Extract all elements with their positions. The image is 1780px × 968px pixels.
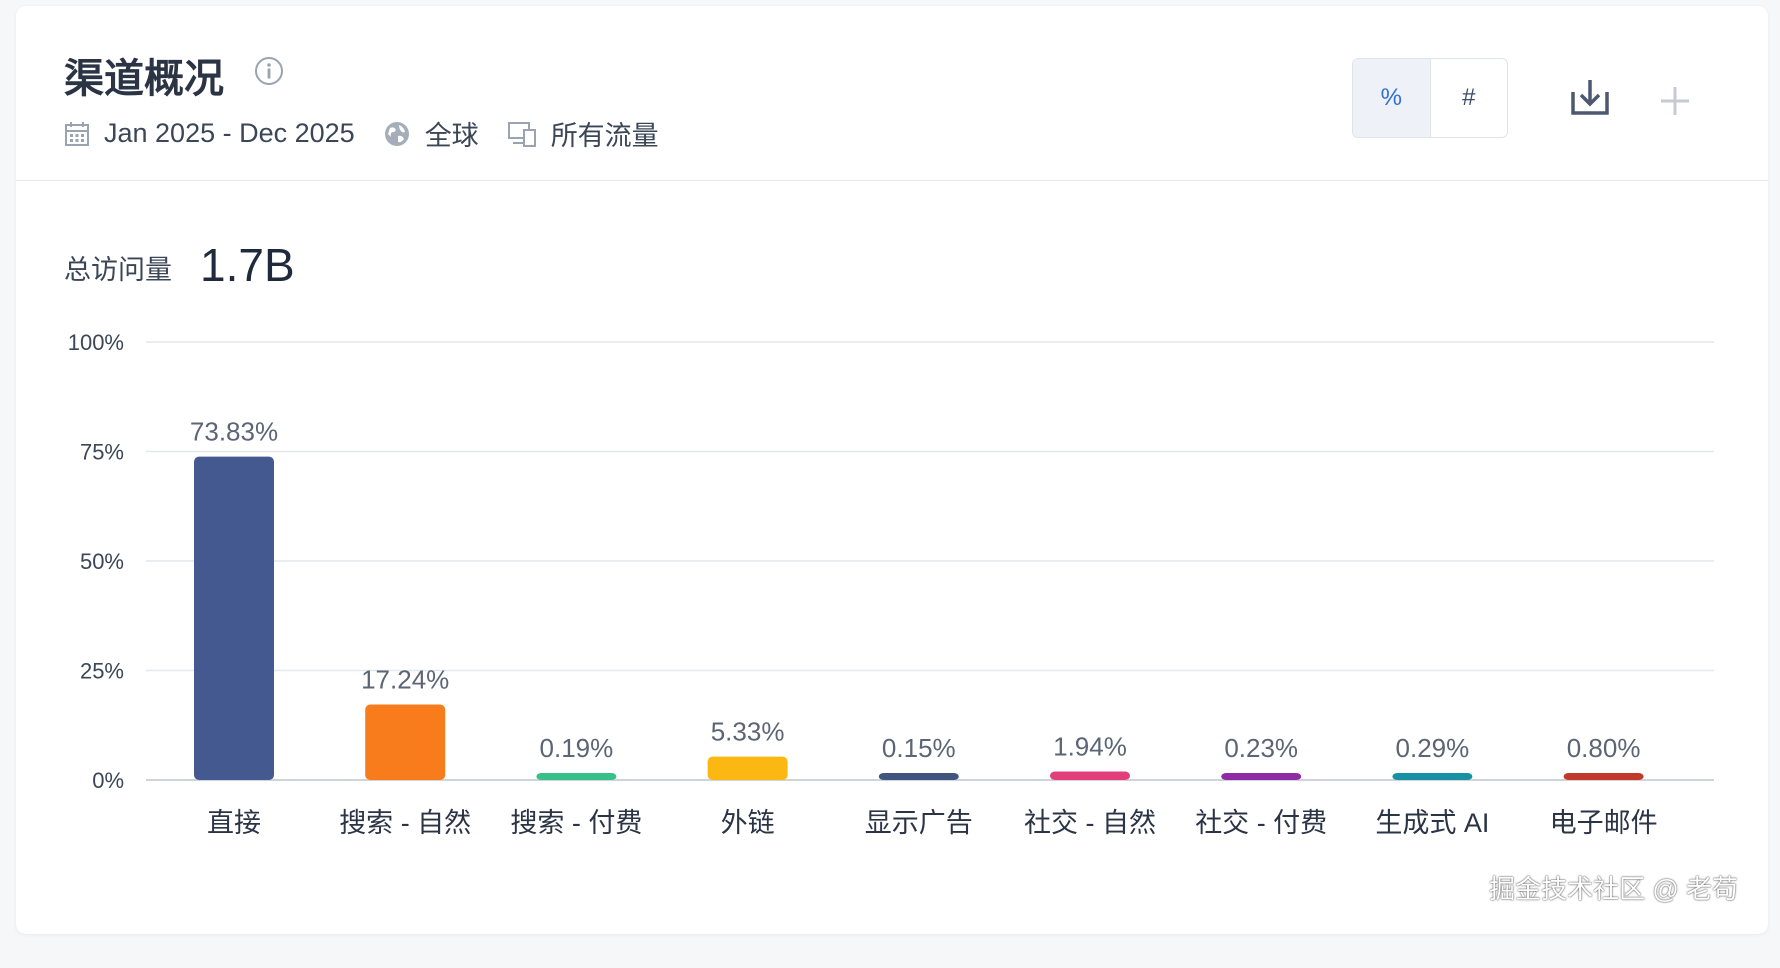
x-category-label: 显示广告 [865,808,973,838]
y-tick-label: 25% [80,659,124,684]
unit-toggle: % # [1352,58,1508,138]
x-category-label: 搜索 - 付费 [510,808,642,838]
percent-toggle-button[interactable]: % [1353,59,1431,137]
page-title: 渠道概况 [64,57,224,101]
channel-bar-chart: 0% 25% 50% 75% 100% 73.83% 直接 17.24% 搜索 - 自然 0.19… [68,330,1714,838]
x-category-label: 直接 [207,808,261,838]
x-category-label: 社交 - 付费 [1195,808,1327,838]
bar-value-label: 0.23% [1224,733,1298,763]
card-header: 渠道概况 Jan 2025 - Dec 2025 全球 [16,6,1768,181]
traffic-type[interactable]: 所有流量 [550,121,659,151]
filter-meta: Jan 2025 - Dec 2025 全球 所有流量 [64,114,673,153]
x-category-label: 生成式 AI [1375,808,1489,838]
download-icon[interactable] [1570,78,1610,116]
total-visits-label: 总访问量 [64,255,172,285]
date-range[interactable]: Jan 2025 - Dec 2025 [104,118,355,148]
count-toggle-button[interactable]: # [1462,84,1476,111]
bar-value-label: 0.15% [882,733,956,763]
bar-value-label: 5.33% [711,717,785,747]
channel-overview-card: 渠道概况 Jan 2025 - Dec 2025 全球 [16,6,1768,934]
y-tick-label: 0% [92,768,124,793]
y-tick-label: 50% [80,549,124,574]
info-icon[interactable] [254,56,284,86]
calendar-icon [65,121,89,146]
bar-value-label: 17.24% [361,664,449,694]
bar-value-label: 0.29% [1396,733,1470,763]
bar-value-label: 73.83% [190,417,278,447]
devices-icon [507,121,536,147]
bar-value-label: 0.80% [1567,733,1641,763]
bar[interactable] [1050,771,1130,780]
x-category-label: 外链 [721,808,775,838]
bar[interactable] [536,773,617,780]
region[interactable]: 全球 [424,121,479,151]
globe-icon [384,121,409,146]
watermark: 掘金技术社区 @ 老苟 [1489,874,1738,904]
bar[interactable] [1563,773,1644,780]
bar[interactable] [1392,773,1473,780]
bar[interactable] [194,456,274,780]
y-tick-label: 100% [68,330,124,355]
bar[interactable] [878,773,959,780]
x-category-label: 搜索 - 自然 [339,808,471,838]
bar[interactable] [1221,773,1302,780]
bar-value-label: 1.94% [1053,732,1127,762]
total-visits-value: 1.7B [200,239,295,291]
x-category-label: 电子邮件 [1550,808,1658,838]
bar[interactable] [365,704,446,780]
bar[interactable] [707,756,788,780]
plus-icon[interactable] [1660,86,1690,116]
y-tick-label: 75% [80,440,124,465]
bar-value-label: 0.19% [540,733,614,763]
x-category-label: 社交 - 自然 [1024,808,1156,838]
